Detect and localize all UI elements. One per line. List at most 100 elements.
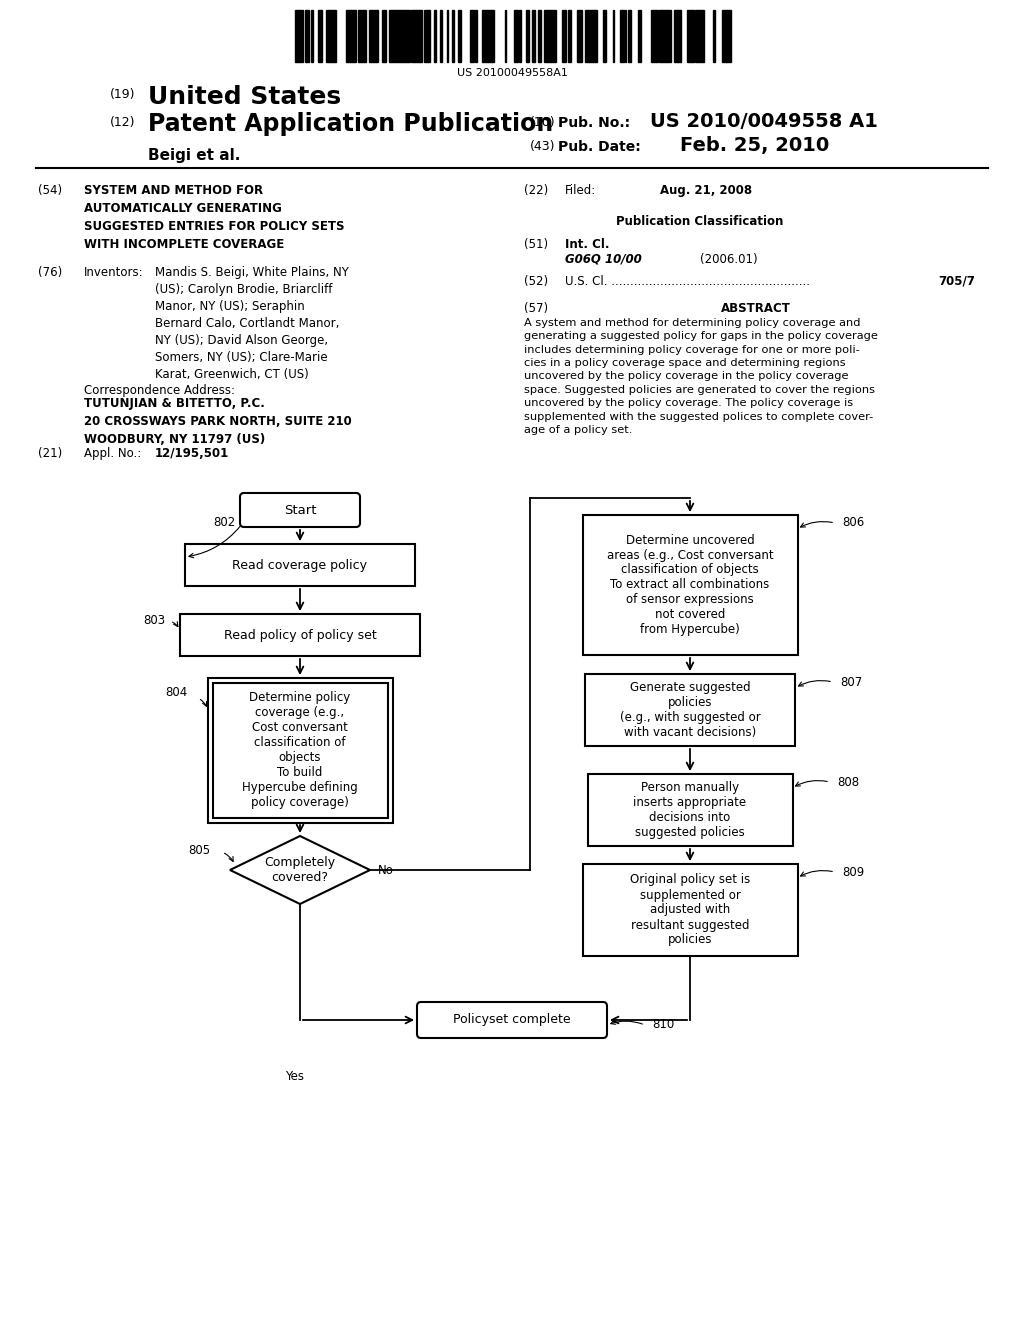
Bar	[526, 11, 529, 62]
Text: Generate suggested
policies
(e.g., with suggested or
with vacant decisions): Generate suggested policies (e.g., with …	[620, 681, 761, 739]
Bar	[722, 11, 726, 62]
Text: Completely
covered?: Completely covered?	[264, 855, 336, 884]
Bar	[544, 11, 549, 62]
Text: (51): (51)	[524, 238, 548, 251]
Text: TUTUNJIAN & BITETTO, P.C.
20 CROSSWAYS PARK NORTH, SUITE 210
WOODBURY, NY 11797 : TUTUNJIAN & BITETTO, P.C. 20 CROSSWAYS P…	[84, 397, 352, 446]
Bar	[180, 614, 420, 656]
Bar	[374, 11, 378, 62]
Text: Appl. No.:: Appl. No.:	[84, 447, 141, 459]
Text: (21): (21)	[38, 447, 62, 459]
Bar	[306, 11, 309, 62]
Text: (2006.01): (2006.01)	[700, 253, 758, 267]
Bar	[471, 11, 474, 62]
FancyBboxPatch shape	[417, 1002, 607, 1038]
Bar	[361, 11, 366, 62]
Text: (12): (12)	[110, 116, 135, 129]
Bar	[488, 11, 490, 62]
Bar	[185, 544, 415, 586]
Text: Determine policy
coverage (e.g.,
Cost conversant
classification of
objects
To bu: Determine policy coverage (e.g., Cost co…	[242, 690, 357, 809]
Text: 802: 802	[213, 516, 234, 528]
Text: 810: 810	[652, 1019, 674, 1031]
Bar	[396, 11, 400, 62]
Bar	[667, 11, 671, 62]
Bar	[514, 11, 518, 62]
Bar	[391, 11, 394, 62]
Bar	[562, 11, 566, 62]
Bar	[411, 11, 415, 62]
Bar	[727, 11, 731, 62]
Text: 804: 804	[166, 685, 188, 698]
Bar	[585, 675, 795, 746]
Text: Read coverage policy: Read coverage policy	[232, 558, 368, 572]
Bar	[328, 11, 331, 62]
Bar	[452, 11, 454, 62]
Bar	[440, 11, 442, 62]
Bar	[620, 11, 624, 62]
Text: Publication Classification: Publication Classification	[616, 215, 783, 228]
Bar	[417, 11, 421, 62]
Text: Start: Start	[284, 503, 316, 516]
Bar	[298, 11, 303, 62]
Text: (43): (43)	[530, 140, 555, 153]
Text: (22): (22)	[524, 183, 548, 197]
Text: 808: 808	[837, 776, 859, 788]
Bar	[406, 11, 409, 62]
Text: 12/195,501: 12/195,501	[155, 447, 229, 459]
Bar	[638, 11, 641, 62]
Bar	[458, 11, 461, 62]
Text: (19): (19)	[110, 88, 135, 102]
Bar	[351, 11, 353, 62]
Text: (76): (76)	[38, 267, 62, 279]
Text: Beigi et al.: Beigi et al.	[148, 148, 241, 162]
Text: Policyset complete: Policyset complete	[454, 1014, 570, 1027]
Bar	[348, 11, 350, 62]
Text: Filed:: Filed:	[565, 183, 596, 197]
Bar	[589, 11, 593, 62]
Bar	[213, 682, 387, 817]
Bar	[568, 11, 571, 62]
Bar	[652, 11, 657, 62]
Bar	[577, 11, 581, 62]
Bar	[700, 11, 703, 62]
Polygon shape	[230, 836, 370, 904]
Text: Int. Cl.: Int. Cl.	[565, 238, 609, 251]
Bar	[687, 11, 691, 62]
Bar	[583, 865, 798, 956]
Text: Pub. No.:: Pub. No.:	[558, 116, 630, 129]
Text: (54): (54)	[38, 183, 62, 197]
Text: SYSTEM AND METHOD FOR
AUTOMATICALLY GENERATING
SUGGESTED ENTRIES FOR POLICY SETS: SYSTEM AND METHOD FOR AUTOMATICALLY GENE…	[84, 183, 344, 251]
Text: 806: 806	[842, 516, 864, 529]
Text: G06Q 10/00: G06Q 10/00	[565, 253, 642, 267]
Bar	[359, 11, 361, 62]
Text: 809: 809	[842, 866, 864, 879]
Text: Person manually
inserts appropriate
decisions into
suggested policies: Person manually inserts appropriate deci…	[634, 781, 746, 840]
Text: Pub. Date:: Pub. Date:	[558, 140, 641, 154]
Bar	[538, 11, 541, 62]
Bar	[678, 11, 680, 62]
Bar	[490, 11, 494, 62]
Bar	[588, 774, 793, 846]
Text: (10): (10)	[530, 116, 556, 129]
Bar	[400, 11, 404, 62]
Bar	[424, 11, 426, 62]
Text: US 20100049558A1: US 20100049558A1	[457, 69, 567, 78]
Text: Original policy set is
supplemented or
adjusted with
resultant suggested
policie: Original policy set is supplemented or a…	[630, 874, 751, 946]
Text: ABSTRACT: ABSTRACT	[721, 302, 791, 315]
Bar	[483, 11, 488, 62]
Bar	[604, 11, 606, 62]
Bar	[675, 11, 677, 62]
Bar	[346, 11, 348, 62]
Text: Aug. 21, 2008: Aug. 21, 2008	[660, 183, 752, 197]
Text: Patent Application Publication: Patent Application Publication	[148, 112, 553, 136]
Bar	[695, 11, 700, 62]
Text: Mandis S. Beigi, White Plains, NY
(US); Carolyn Brodie, Briarcliff
Manor, NY (US: Mandis S. Beigi, White Plains, NY (US); …	[155, 267, 349, 381]
Bar	[334, 11, 336, 62]
Bar	[332, 11, 334, 62]
Bar	[208, 677, 392, 822]
Bar	[595, 11, 597, 62]
Bar	[394, 11, 396, 62]
Bar	[426, 11, 430, 62]
Text: (57): (57)	[524, 302, 548, 315]
Bar	[662, 11, 665, 62]
Bar	[583, 515, 798, 655]
